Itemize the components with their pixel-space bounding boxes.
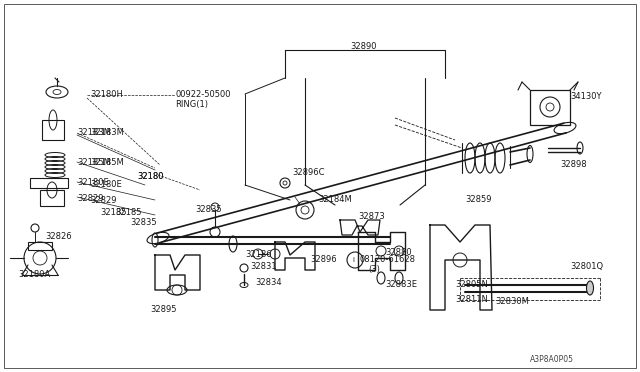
Text: 32834: 32834 xyxy=(255,278,282,287)
Text: 32186: 32186 xyxy=(245,250,271,259)
Bar xyxy=(530,90,570,125)
Text: 08120-61628: 08120-61628 xyxy=(360,255,416,264)
Text: 32873: 32873 xyxy=(358,212,385,221)
Text: 32805N: 32805N xyxy=(455,280,488,289)
Text: 32180A: 32180A xyxy=(18,270,51,279)
Text: 32829: 32829 xyxy=(77,194,104,203)
Text: 32183M: 32183M xyxy=(77,128,111,137)
Text: 32895: 32895 xyxy=(150,305,177,314)
Text: 32180E: 32180E xyxy=(77,178,109,187)
Text: 32184M: 32184M xyxy=(318,195,352,204)
Ellipse shape xyxy=(586,281,593,295)
Text: 32830M: 32830M xyxy=(495,297,529,306)
Text: 34130Y: 34130Y xyxy=(570,92,602,101)
Text: 32898: 32898 xyxy=(560,160,587,169)
Bar xyxy=(28,242,52,250)
Text: 32180: 32180 xyxy=(137,172,163,181)
Text: 32180H: 32180H xyxy=(90,90,123,99)
Text: 32831: 32831 xyxy=(250,262,276,271)
Text: RING(1): RING(1) xyxy=(175,100,208,109)
Text: 32811N: 32811N xyxy=(455,295,488,304)
Text: 32896C: 32896C xyxy=(292,168,324,177)
Text: 32180: 32180 xyxy=(137,172,163,181)
Text: 32185M: 32185M xyxy=(90,158,124,167)
Text: 32826: 32826 xyxy=(45,232,72,241)
Text: A3P8A0P05: A3P8A0P05 xyxy=(530,355,574,364)
Bar xyxy=(40,190,64,206)
Text: 32835: 32835 xyxy=(130,218,157,227)
Text: 32180E: 32180E xyxy=(90,180,122,189)
Text: 32896: 32896 xyxy=(310,255,337,264)
Bar xyxy=(42,120,64,140)
Text: 32185: 32185 xyxy=(100,208,127,217)
Text: 32183M: 32183M xyxy=(90,128,124,137)
Text: 32883E: 32883E xyxy=(385,280,417,289)
Text: 32859: 32859 xyxy=(465,195,492,204)
Text: 32880: 32880 xyxy=(385,248,412,257)
Text: 32185M: 32185M xyxy=(77,158,111,167)
Text: 32185: 32185 xyxy=(115,208,141,217)
Text: 32801Q: 32801Q xyxy=(570,262,603,271)
Bar xyxy=(30,178,68,188)
Text: 00922-50500: 00922-50500 xyxy=(175,90,230,99)
Text: (3): (3) xyxy=(368,265,380,274)
Text: 32835: 32835 xyxy=(195,205,221,214)
Text: 32890: 32890 xyxy=(350,42,376,51)
Text: i: i xyxy=(352,257,354,263)
Text: 32829: 32829 xyxy=(90,196,116,205)
